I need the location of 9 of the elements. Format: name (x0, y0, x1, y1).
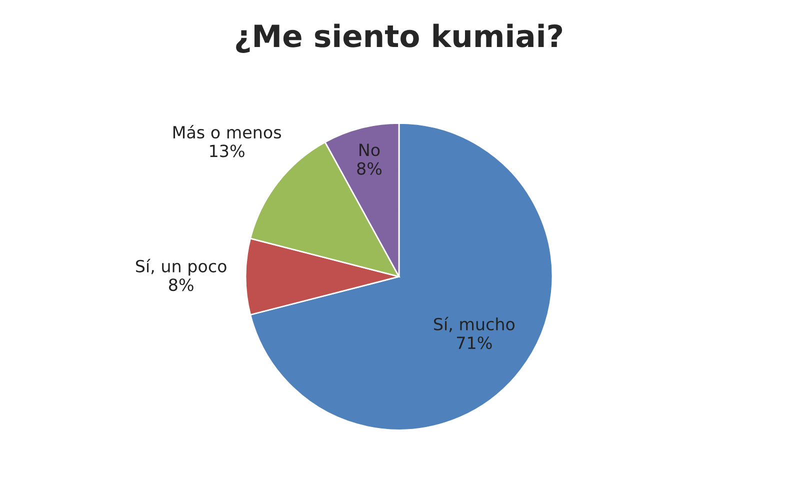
slice-label: No (360, 144, 380, 156)
slice-label: Sí, mucho (434, 316, 515, 332)
data-label: 71% (457, 336, 492, 350)
chart-title: ¿Me siento kumiai? (236, 24, 562, 53)
data-label: 8% (357, 162, 382, 175)
data-label: 13% (210, 144, 244, 158)
data-label: 8% (168, 278, 194, 292)
slice-label: Más o menos (173, 124, 281, 139)
slice-label: Sí, un poco (136, 258, 226, 276)
